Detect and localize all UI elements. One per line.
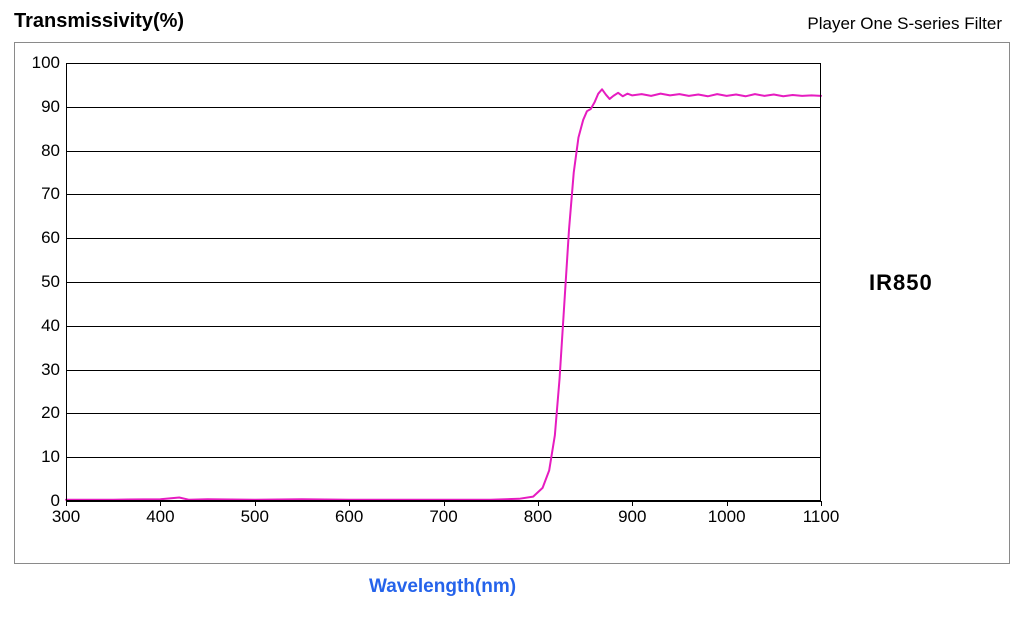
y-tick-label: 10 xyxy=(20,447,60,467)
x-tick-label: 700 xyxy=(429,507,457,527)
x-tick-label: 800 xyxy=(524,507,552,527)
x-tick-mark xyxy=(160,501,161,506)
y-tick-label: 100 xyxy=(20,53,60,73)
y-tick-label: 90 xyxy=(20,97,60,117)
x-axis-label: Wavelength(nm) xyxy=(369,576,516,598)
y-tick-label: 50 xyxy=(20,272,60,292)
x-tick-label: 500 xyxy=(241,507,269,527)
y-tick-label: 70 xyxy=(20,184,60,204)
chart-container: Transmissivity(%) Player One S-series Fi… xyxy=(0,0,1024,630)
x-tick-mark xyxy=(66,501,67,506)
x-tick-label: 600 xyxy=(335,507,363,527)
y-tick-label: 80 xyxy=(20,141,60,161)
x-tick-label: 400 xyxy=(146,507,174,527)
y-tick-label: 40 xyxy=(20,316,60,336)
y-tick-label: 60 xyxy=(20,228,60,248)
y-axis-label: Transmissivity(%) xyxy=(14,10,184,33)
plot-area xyxy=(66,63,821,501)
x-tick-label: 1100 xyxy=(803,507,840,527)
x-tick-mark xyxy=(821,501,822,506)
x-tick-mark xyxy=(727,501,728,506)
y-tick-label: 20 xyxy=(20,403,60,423)
x-tick-mark xyxy=(444,501,445,506)
brand-label: Player One S-series Filter xyxy=(807,14,1002,34)
x-tick-mark xyxy=(255,501,256,506)
x-tick-mark xyxy=(632,501,633,506)
x-tick-label: 300 xyxy=(52,507,80,527)
x-tick-label: 1000 xyxy=(708,507,746,527)
transmissivity-curve xyxy=(66,63,821,501)
chart-frame: 0102030405060708090100 30040050060070080… xyxy=(14,42,1010,564)
x-tick-mark xyxy=(538,501,539,506)
filter-model-label: IR850 xyxy=(869,270,933,296)
x-tick-label: 900 xyxy=(618,507,646,527)
x-tick-mark xyxy=(349,501,350,506)
y-tick-label: 30 xyxy=(20,360,60,380)
